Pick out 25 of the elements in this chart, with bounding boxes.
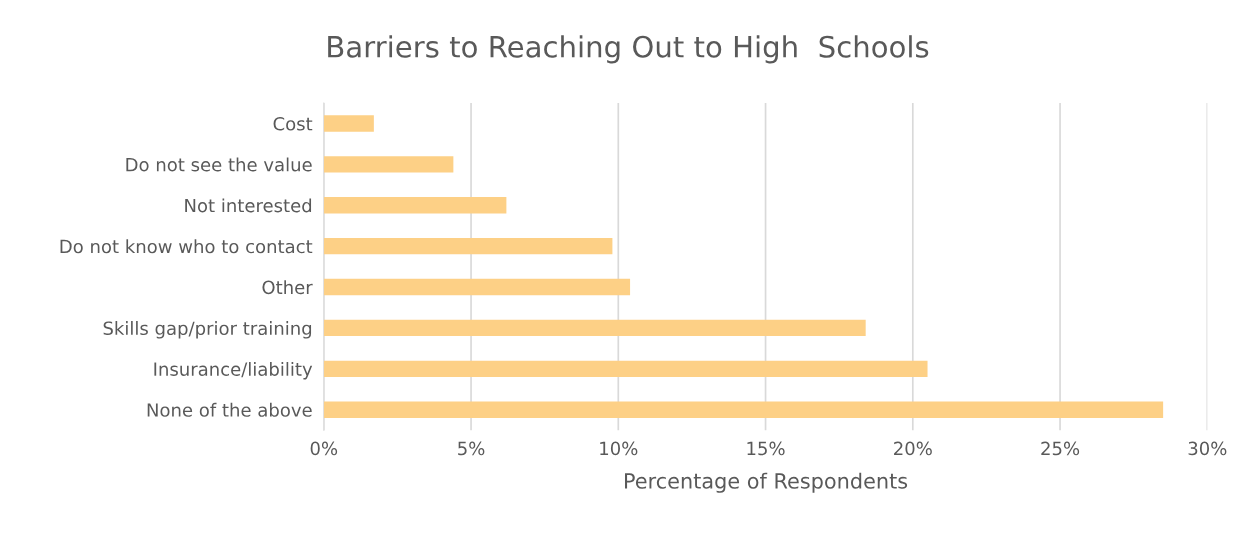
x-tick-label: 15% [747,441,785,456]
x-tick-label: 0% [310,441,338,456]
x-tick-label: 30% [1188,441,1227,456]
bar [323,197,507,214]
bar [323,156,454,173]
chart-title: Barriers to Reaching Out to High Schools [328,35,929,64]
bar [323,360,928,378]
y-tick-label: Other [262,280,313,295]
y-tick-label: Insurance/liability [154,361,313,380]
x-axis-title: Percentage of Respondents [625,472,908,493]
x-tick-label: 20% [894,441,932,456]
bar [323,278,631,296]
y-tick-label: Not interested [185,198,312,213]
bar [323,115,374,132]
bar [323,319,866,337]
x-tick-label: 5% [458,441,485,456]
bar [323,237,613,255]
y-tick-label: Skills gap/prior training [103,321,312,339]
x-tick-label: 10% [600,441,638,456]
y-tick-label: Cost [273,116,313,131]
y-tick-label: Do not see the value [126,157,312,172]
x-tick-label: 25% [1041,441,1080,456]
bar [323,401,1164,418]
y-tick-label: Do not know who to contact [60,239,313,254]
y-tick-label: None of the above [147,402,312,417]
